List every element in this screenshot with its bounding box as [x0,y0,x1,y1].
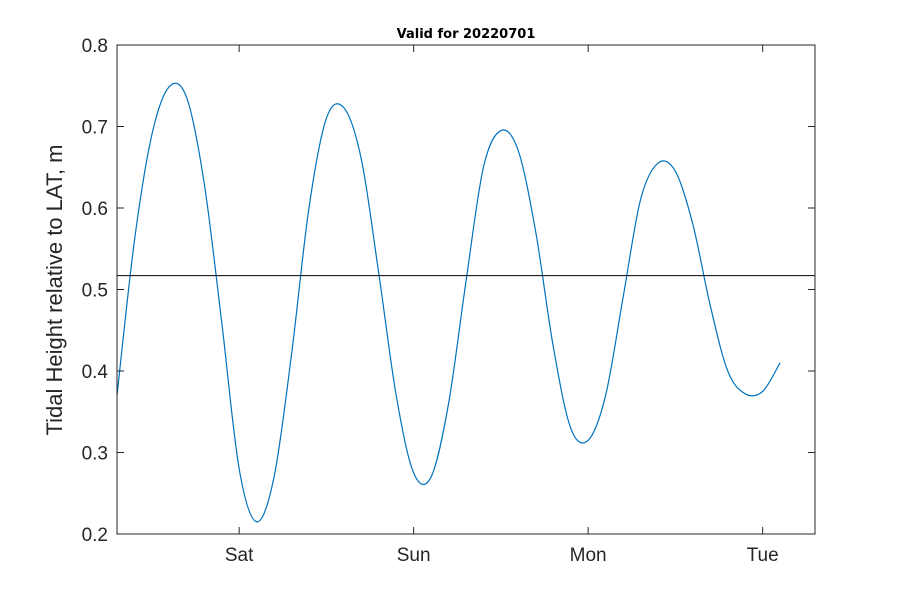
y-tick-label: 0.8 [82,36,108,57]
y-tick-label: 0.7 [82,118,108,139]
y-tick-label: 0.3 [82,444,108,465]
y-tick-label: 0.2 [82,525,108,546]
plot-background [117,45,815,534]
x-tick-label: Sat [225,545,254,566]
series-line-0 [116,82,781,523]
y-axis: 0.2 0.3 0.4 0.5 0.6 0.7 0.8 [82,36,815,546]
x-tick-label: Sun [397,545,431,566]
x-tick-label: Tue [747,545,779,566]
x-axis: Sat Sun Mon Tue [225,45,779,566]
y-tick-label: 0.5 [82,281,108,302]
y-axis-label: Tidal Height relative to LAT, m [42,144,67,435]
x-tick-label: Mon [570,545,607,566]
y-tick-label: 0.6 [82,199,108,220]
y-tick-label: 0.4 [82,362,109,383]
series-layer [116,82,781,523]
chart-title: Valid for 20220701 [397,27,536,42]
